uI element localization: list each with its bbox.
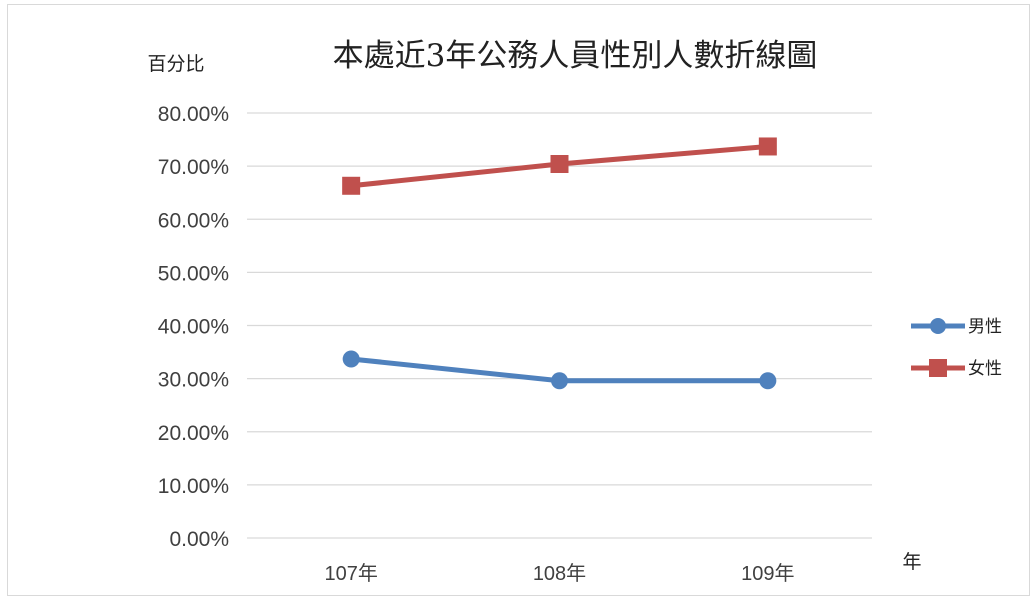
legend-label: 女性 <box>968 359 1002 379</box>
legend-item: 男性 <box>911 317 1002 337</box>
y-tick-label: 60.00% <box>158 209 229 232</box>
chart-frame <box>7 4 1030 596</box>
legend-marker <box>929 359 947 377</box>
x-axis-ticks: 107年 108年 109年 <box>324 562 794 585</box>
y-tick-label: 50.00% <box>158 262 229 285</box>
y-tick-label: 10.00% <box>158 475 229 498</box>
legend-label: 男性 <box>968 317 1002 337</box>
y-tick-label: 20.00% <box>158 422 229 445</box>
gridlines <box>247 112 872 539</box>
x-tick-label: 109年 <box>741 562 794 585</box>
legend-marker <box>930 318 946 334</box>
data-point <box>551 372 568 390</box>
y-tick-label: 40.00% <box>158 316 229 339</box>
series-layer <box>342 137 777 390</box>
data-point <box>342 176 361 195</box>
x-tick-label: 107年 <box>324 562 377 585</box>
y-tick-label: 0.00% <box>169 528 229 551</box>
data-point <box>342 350 360 368</box>
data-point <box>759 372 777 390</box>
data-point <box>550 155 569 173</box>
y-axis-ticks: 0.00% 10.00% 20.00% 30.00% 40.00% 50.00% 60.00… <box>158 103 229 551</box>
series-circle <box>342 350 777 390</box>
data-point <box>758 137 777 156</box>
y-tick-label: 80.00% <box>158 103 229 126</box>
y-tick-label: 70.00% <box>158 156 229 179</box>
legend-item: 女性 <box>911 359 1002 379</box>
y-axis-title: 百分比 <box>147 53 204 75</box>
y-tick-label: 30.00% <box>158 369 229 392</box>
x-tick-label: 108年 <box>533 562 586 585</box>
series-square <box>342 137 777 195</box>
chart-title: 本處近3年公務人員性別人數折線圖 <box>333 38 818 74</box>
x-axis-title: 年 <box>902 551 921 573</box>
